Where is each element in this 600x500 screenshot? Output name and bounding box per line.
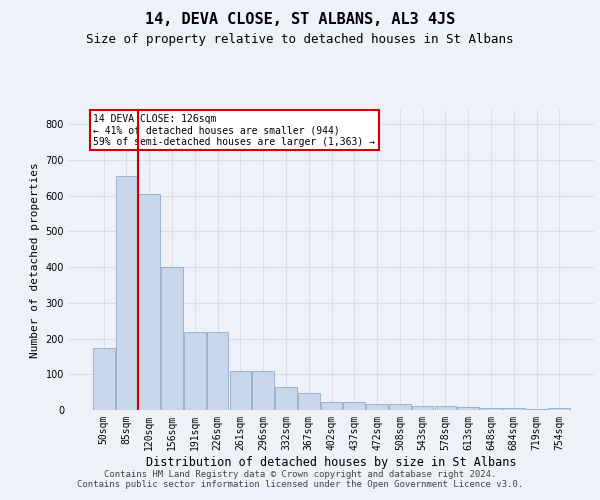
Bar (389, 404, 410, 410)
Text: Contains HM Land Registry data © Crown copyright and database right 2024.
Contai: Contains HM Land Registry data © Crown c… (77, 470, 523, 489)
Bar (366, 404, 388, 410)
Bar (207, 332, 229, 410)
Bar (139, 194, 160, 410)
Y-axis label: Number of detached properties: Number of detached properties (30, 162, 40, 358)
Bar (503, 408, 524, 410)
Bar (457, 407, 479, 410)
Bar (230, 372, 251, 410)
Bar (184, 332, 206, 410)
Bar (253, 372, 274, 410)
Bar (275, 387, 297, 410)
Text: Size of property relative to detached houses in St Albans: Size of property relative to detached ho… (86, 32, 514, 46)
Bar (116, 176, 137, 410)
X-axis label: Distribution of detached houses by size in St Albans: Distribution of detached houses by size … (146, 456, 517, 468)
Bar (548, 408, 570, 410)
Bar (434, 406, 456, 410)
Bar (161, 267, 183, 410)
Bar (343, 402, 365, 410)
Bar (320, 402, 343, 410)
Bar (526, 409, 547, 410)
Bar (298, 393, 320, 410)
Text: 14, DEVA CLOSE, ST ALBANS, AL3 4JS: 14, DEVA CLOSE, ST ALBANS, AL3 4JS (145, 12, 455, 28)
Text: 14 DEVA CLOSE: 126sqm
← 41% of detached houses are smaller (944)
59% of semi-det: 14 DEVA CLOSE: 126sqm ← 41% of detached … (94, 114, 376, 147)
Bar (412, 406, 433, 410)
Bar (93, 348, 115, 410)
Bar (480, 408, 502, 410)
